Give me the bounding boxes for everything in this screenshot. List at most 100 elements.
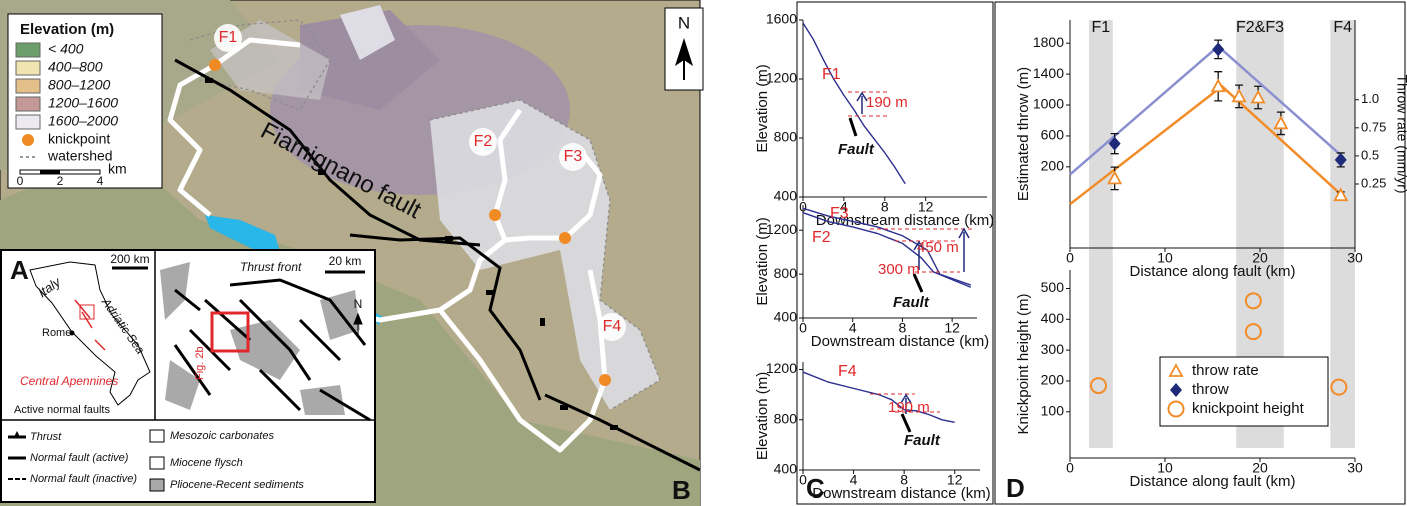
- figure: F1 F2 F3 F4 Fiamignano fault N B Elevati…: [0, 0, 1407, 506]
- legend-label: Miocene flysch: [170, 457, 243, 469]
- scale-tick-label: 4: [97, 174, 104, 188]
- y2-axis-title: Throw rate (mm/yr): [1394, 75, 1407, 194]
- y-tick-label: 400: [774, 309, 798, 325]
- panel-label: D: [1006, 473, 1025, 503]
- series-label: F2: [812, 229, 831, 246]
- y-axis-title: Estimated throw (m): [1015, 67, 1032, 201]
- legend-label: 1200–1600: [48, 95, 118, 111]
- fault-tick: [445, 236, 453, 241]
- knickpoint-label: F3: [564, 148, 583, 165]
- y-tick-label: 1400: [1033, 65, 1064, 81]
- legend-swatch: [16, 43, 40, 57]
- x-axis-title: Downstream distance (km): [811, 333, 989, 350]
- knickpoint: [209, 59, 221, 71]
- legend-knickpoint-symbol: [22, 134, 34, 146]
- y-tick-label: 400: [774, 461, 798, 477]
- panel-label: A: [10, 255, 29, 285]
- x-axis-title: Downstream distance (km): [812, 485, 990, 502]
- y-tick-label: 1800: [1033, 34, 1064, 50]
- y-tick-label: 800: [774, 410, 798, 426]
- legend-label: Thrust: [30, 431, 62, 443]
- legend-label: 800–1200: [48, 77, 111, 93]
- x-tick-label: 30: [1347, 250, 1363, 266]
- series-label: F1: [822, 66, 841, 83]
- legend-swatch: [16, 115, 40, 129]
- legend-label: 400–800: [48, 59, 103, 75]
- scale-tick-label: 0: [17, 174, 24, 188]
- legend-swatch: [16, 79, 40, 93]
- legend-label: < 400: [48, 41, 84, 57]
- fault-symbol: [902, 414, 910, 432]
- chart: 0102030100200300400500Knickpoint height …: [1015, 270, 1363, 490]
- legend-label: knickpoint height: [1192, 400, 1305, 417]
- region-label: Central Apennines: [20, 374, 118, 388]
- band: [1089, 20, 1113, 448]
- knickpoint-label: F1: [219, 29, 238, 46]
- fault-tick: [486, 290, 494, 295]
- panel-label: B: [672, 475, 691, 505]
- y-tick-label: 1600: [766, 11, 797, 27]
- annotation: 190 m: [888, 399, 930, 416]
- band-label: F1: [1092, 19, 1111, 36]
- annotation: 190 m: [866, 94, 908, 111]
- y-axis-title: Knickpoint height (m): [1015, 294, 1032, 435]
- chart: 048124008001200Elevation (m)Downstream d…: [754, 360, 991, 502]
- scale-label: 20 km: [329, 254, 362, 268]
- y-tick-label: 800: [774, 265, 798, 281]
- y-tick-label: 200: [1041, 158, 1065, 174]
- knickpoint: [489, 209, 501, 221]
- y-axis-title: Elevation (m): [754, 64, 771, 152]
- charts: F1F2&F3F40481240080012001600Elevation (m…: [754, 11, 1407, 502]
- y-tick-label: 600: [1041, 127, 1065, 143]
- band: [1330, 20, 1355, 448]
- y-tick-label: 500: [1041, 279, 1065, 295]
- legend-swatch: [16, 97, 40, 111]
- fault-tick: [540, 318, 545, 326]
- fault-tick: [560, 405, 568, 410]
- x-tick-label: 30: [1347, 460, 1363, 476]
- marker: [1212, 42, 1224, 56]
- y2-tick-label: 0.25: [1361, 175, 1386, 190]
- legend-label: throw: [1192, 381, 1229, 398]
- band-label: F4: [1333, 19, 1352, 36]
- series-label: F3: [830, 205, 849, 222]
- legend-label: knickpoint: [48, 131, 110, 147]
- knickpoint-label: F2: [474, 133, 493, 150]
- north-label: N: [678, 13, 690, 32]
- y2-tick-label: 1.0: [1361, 91, 1379, 106]
- y-tick-label: 400: [774, 188, 798, 204]
- thrust-front-label: Thrust front: [240, 260, 302, 274]
- legend-label: Pliocene-Recent sediments: [170, 479, 304, 491]
- inset-panel: A Italy 200 km Adriatic Sea Rome Central…: [1, 250, 375, 502]
- y-axis-title: Elevation (m): [754, 372, 771, 460]
- legend-label: watershed: [47, 148, 113, 164]
- y-axis-title: Elevation (m): [754, 217, 771, 305]
- legend-label: Mesozoic carbonates: [170, 430, 274, 442]
- series-label: F4: [838, 363, 857, 380]
- legend-label: 1600–2000: [48, 113, 118, 129]
- y-tick-label: 100: [1041, 402, 1065, 418]
- y-tick-label: 1000: [1033, 96, 1064, 112]
- legend-flysch: [150, 457, 164, 469]
- fault-note: Active normal faults: [14, 404, 110, 416]
- legend-label: throw rate: [1192, 362, 1259, 379]
- knickpoint: [559, 232, 571, 244]
- legend-title: Elevation (m): [20, 21, 114, 38]
- fault-tick: [610, 425, 618, 430]
- y2-tick-label: 0.75: [1361, 119, 1386, 134]
- knickpoint-label: F4: [603, 318, 622, 335]
- scale-label: 200 km: [110, 252, 149, 266]
- annotation: Fault: [893, 294, 930, 311]
- y-tick-label: 400: [1041, 310, 1065, 326]
- annotation: 300 m: [878, 261, 920, 278]
- x-axis-title: Distance along fault (km): [1130, 263, 1296, 280]
- y2-tick-label: 0.5: [1361, 147, 1379, 162]
- y-tick-label: 300: [1041, 341, 1065, 357]
- annotation: Fault: [838, 141, 875, 158]
- figure-ref: Fig. 2b: [194, 346, 206, 380]
- y-tick-label: 800: [774, 129, 798, 145]
- y-tick-label: 200: [1041, 372, 1065, 388]
- annotation: 450 m: [917, 239, 959, 256]
- fault-tick: [205, 78, 213, 83]
- city-label: Rome: [42, 327, 71, 339]
